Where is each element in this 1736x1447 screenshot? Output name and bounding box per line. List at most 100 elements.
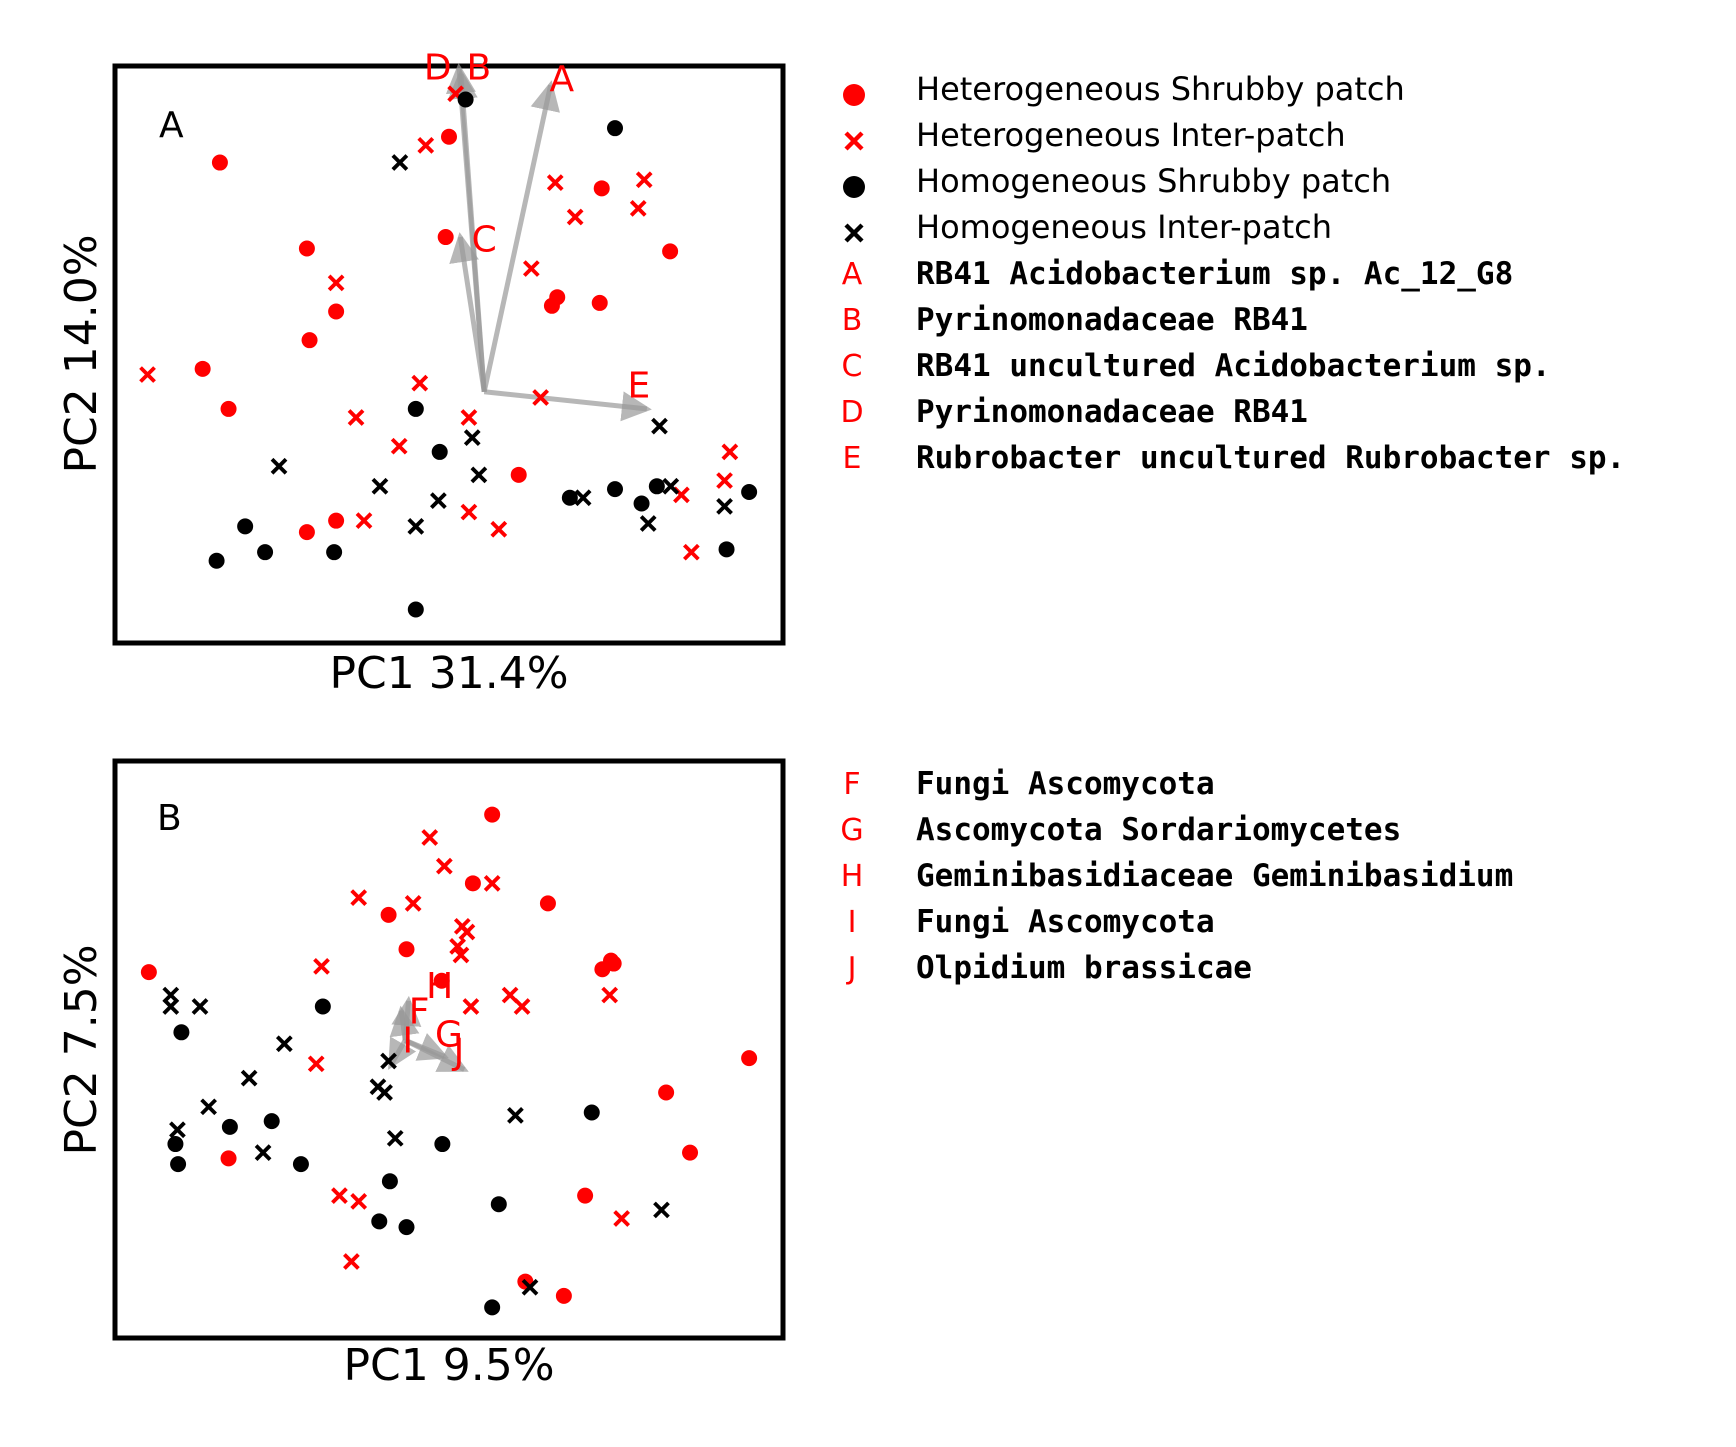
panel-a-point-heterogeneous-shrubby-patch bbox=[662, 243, 679, 260]
legend-marker-heterogeneous-inter-patch bbox=[844, 131, 864, 151]
panel-a-point-heterogeneous-inter-patch bbox=[460, 503, 478, 521]
panel-a-point-heterogeneous-shrubby-patch bbox=[211, 154, 228, 171]
panel-b-point-heterogeneous-shrubby-patch bbox=[140, 964, 157, 981]
panel-b-point-heterogeneous-shrubby-patch bbox=[398, 941, 415, 958]
legend-taxon-label-g: Ascomycota Sordariomycetes bbox=[916, 812, 1401, 848]
panel-a-point-heterogeneous-shrubby-patch bbox=[441, 128, 457, 145]
panel-a-point-homogeneous-inter-patch bbox=[270, 457, 288, 475]
panel-a-point-homogeneous-inter-patch bbox=[463, 429, 481, 446]
panel-b-arrow-label-j: J bbox=[452, 1032, 465, 1073]
panel-a-point-heterogeneous-shrubby-patch bbox=[220, 400, 237, 417]
panel-a-point-heterogeneous-shrubby-patch bbox=[298, 240, 315, 257]
panel-b-point-homogeneous-inter-patch bbox=[521, 1278, 539, 1296]
panel-b-point-heterogeneous-inter-patch bbox=[601, 986, 619, 1004]
legend-taxon-key-h: H bbox=[841, 859, 864, 894]
panel-b-point-homogeneous-shrubby-patch bbox=[170, 1156, 187, 1173]
legend-taxon-label-c: RB41 uncultured Acidobacterium sp. bbox=[916, 348, 1551, 384]
panel-b-biplot-arrows bbox=[388, 995, 469, 1072]
legend-taxon-label-d: Pyrinomonadaceae RB41 bbox=[916, 394, 1308, 430]
legend-marker-heterogeneous-shrubby-patch bbox=[843, 84, 865, 106]
panel-a-point-homogeneous-inter-patch bbox=[639, 515, 657, 532]
panel-a-point-homogeneous-inter-patch bbox=[430, 492, 447, 509]
panel-b-point-homogeneous-shrubby-patch bbox=[314, 998, 331, 1015]
panel-b-point-heterogeneous-inter-patch bbox=[307, 1055, 325, 1073]
panel-a-point-heterogeneous-shrubby-patch bbox=[510, 466, 527, 483]
panel-a-point-homogeneous-shrubby-patch bbox=[257, 544, 274, 561]
panel-b-point-heterogeneous-shrubby-patch bbox=[220, 1150, 237, 1167]
panel-a-point-heterogeneous-inter-patch bbox=[629, 200, 647, 217]
panel-b-point-homogeneous-inter-patch bbox=[507, 1107, 524, 1124]
panel-b-letter: B bbox=[157, 798, 182, 839]
panel-a-point-homogeneous-shrubby-patch bbox=[648, 478, 665, 495]
panel-a-xlabel: PC1 31.4% bbox=[329, 648, 568, 699]
panel-a-point-homogeneous-inter-patch bbox=[391, 154, 409, 171]
legend-taxon-key-j: J bbox=[846, 951, 857, 986]
legend-marker-homogeneous-shrubby-patch bbox=[843, 176, 865, 198]
panel-a-arrow-a bbox=[481, 80, 560, 393]
legend-taxon-label-i: Fungi Ascomycota bbox=[916, 904, 1215, 940]
panel-a-point-homogeneous-inter-patch bbox=[651, 417, 668, 435]
legend-taxon-label-j: Olpidium brassicae bbox=[916, 950, 1252, 986]
panel-b-point-homogeneous-shrubby-patch bbox=[167, 1136, 184, 1153]
panel-a-point-homogeneous-shrubby-patch bbox=[407, 400, 424, 417]
panel-a-point-homogeneous-shrubby-patch bbox=[607, 481, 623, 498]
legend-taxon-key-g: G bbox=[840, 813, 863, 848]
panel-b-point-heterogeneous-shrubby-patch bbox=[539, 895, 556, 912]
panel-a-point-homogeneous-shrubby-patch bbox=[237, 518, 254, 535]
panel-b-point-heterogeneous-inter-patch bbox=[313, 958, 330, 975]
panel-b-point-homogeneous-shrubby-patch bbox=[583, 1104, 600, 1121]
panel-a-point-homogeneous-inter-patch bbox=[662, 477, 680, 495]
panel-a-point-heterogeneous-inter-patch bbox=[327, 274, 345, 292]
panel-a-biplot-arrows bbox=[445, 63, 652, 422]
panel-b-point-homogeneous-inter-patch bbox=[386, 1129, 404, 1147]
panel-a-point-heterogeneous-inter-patch bbox=[721, 443, 739, 461]
legend-taxon-key-c: C bbox=[842, 349, 863, 384]
panel-b-arrow-label-f: F bbox=[409, 992, 430, 1033]
panel-a-arrow-label-c: C bbox=[472, 219, 497, 260]
panel-b-point-heterogeneous-shrubby-patch bbox=[433, 972, 450, 989]
panel-b-points bbox=[140, 806, 758, 1316]
panel-b-arrow-label-i: I bbox=[403, 1020, 414, 1061]
panel-b-arrow-label-h: H bbox=[426, 966, 453, 1007]
legend-label-homogeneous-shrubby-patch: Homogeneous Shrubby patch bbox=[916, 162, 1391, 200]
panel-a-point-heterogeneous-inter-patch bbox=[390, 437, 408, 455]
panel-a-point-heterogeneous-shrubby-patch bbox=[437, 229, 454, 246]
panel-a-point-homogeneous-inter-patch bbox=[407, 518, 425, 535]
panel-b-point-heterogeneous-inter-patch bbox=[331, 1187, 348, 1204]
panel-b-point-heterogeneous-inter-patch bbox=[350, 889, 368, 907]
panel-a-point-heterogeneous-inter-patch bbox=[546, 174, 564, 191]
panel-b-point-homogeneous-inter-patch bbox=[240, 1069, 258, 1087]
panel-b-point-homogeneous-inter-patch bbox=[200, 1098, 217, 1116]
panel-a-point-homogeneous-shrubby-patch bbox=[633, 495, 650, 512]
panel-a-arrow-e bbox=[483, 389, 652, 422]
panel-b-point-homogeneous-shrubby-patch bbox=[381, 1173, 398, 1190]
panel-b-point-homogeneous-shrubby-patch bbox=[292, 1156, 309, 1173]
panel-b-point-heterogeneous-shrubby-patch bbox=[605, 955, 622, 972]
legend-taxon-label-h: Geminibasidiaceae Geminibasidium bbox=[916, 858, 1513, 894]
panel-b-point-heterogeneous-shrubby-patch bbox=[555, 1287, 572, 1304]
panel-a-point-heterogeneous-inter-patch bbox=[716, 472, 733, 489]
panel-b-point-homogeneous-shrubby-patch bbox=[173, 1024, 190, 1041]
panel-b-point-heterogeneous-shrubby-patch bbox=[484, 806, 501, 823]
panel-a-arrow-label-b: B bbox=[467, 47, 492, 88]
panel-a-point-heterogeneous-inter-patch bbox=[347, 409, 365, 426]
panel-a-point-heterogeneous-inter-patch bbox=[566, 208, 584, 226]
panel-a-point-heterogeneous-shrubby-patch bbox=[301, 332, 318, 349]
legend-taxon-label-f: Fungi Ascomycota bbox=[916, 766, 1215, 802]
panel-a-point-heterogeneous-shrubby-patch bbox=[593, 180, 610, 197]
panel-b-point-heterogeneous-inter-patch bbox=[421, 829, 439, 846]
panel-b-point-heterogeneous-inter-patch bbox=[458, 923, 476, 941]
panel-a-point-heterogeneous-inter-patch bbox=[355, 512, 373, 530]
panel-a-point-heterogeneous-inter-patch bbox=[490, 520, 508, 538]
panel-b-point-heterogeneous-inter-patch bbox=[404, 895, 422, 912]
panel-a-point-heterogeneous-inter-patch bbox=[411, 374, 429, 392]
panel-a-point-heterogeneous-inter-patch bbox=[417, 136, 435, 154]
panel-a-point-heterogeneous-inter-patch bbox=[635, 171, 653, 189]
panel-b-point-homogeneous-shrubby-patch bbox=[398, 1219, 415, 1236]
panel-b-ylabel: PC2 7.5% bbox=[56, 944, 107, 1155]
legend-taxon-key-a: A bbox=[842, 257, 863, 292]
legend-groups: Heterogeneous Shrubby patch Heterogeneous… bbox=[843, 70, 1405, 246]
panel-b-arrow-h bbox=[391, 995, 422, 1041]
legend-taxon-key-d: D bbox=[840, 395, 863, 430]
